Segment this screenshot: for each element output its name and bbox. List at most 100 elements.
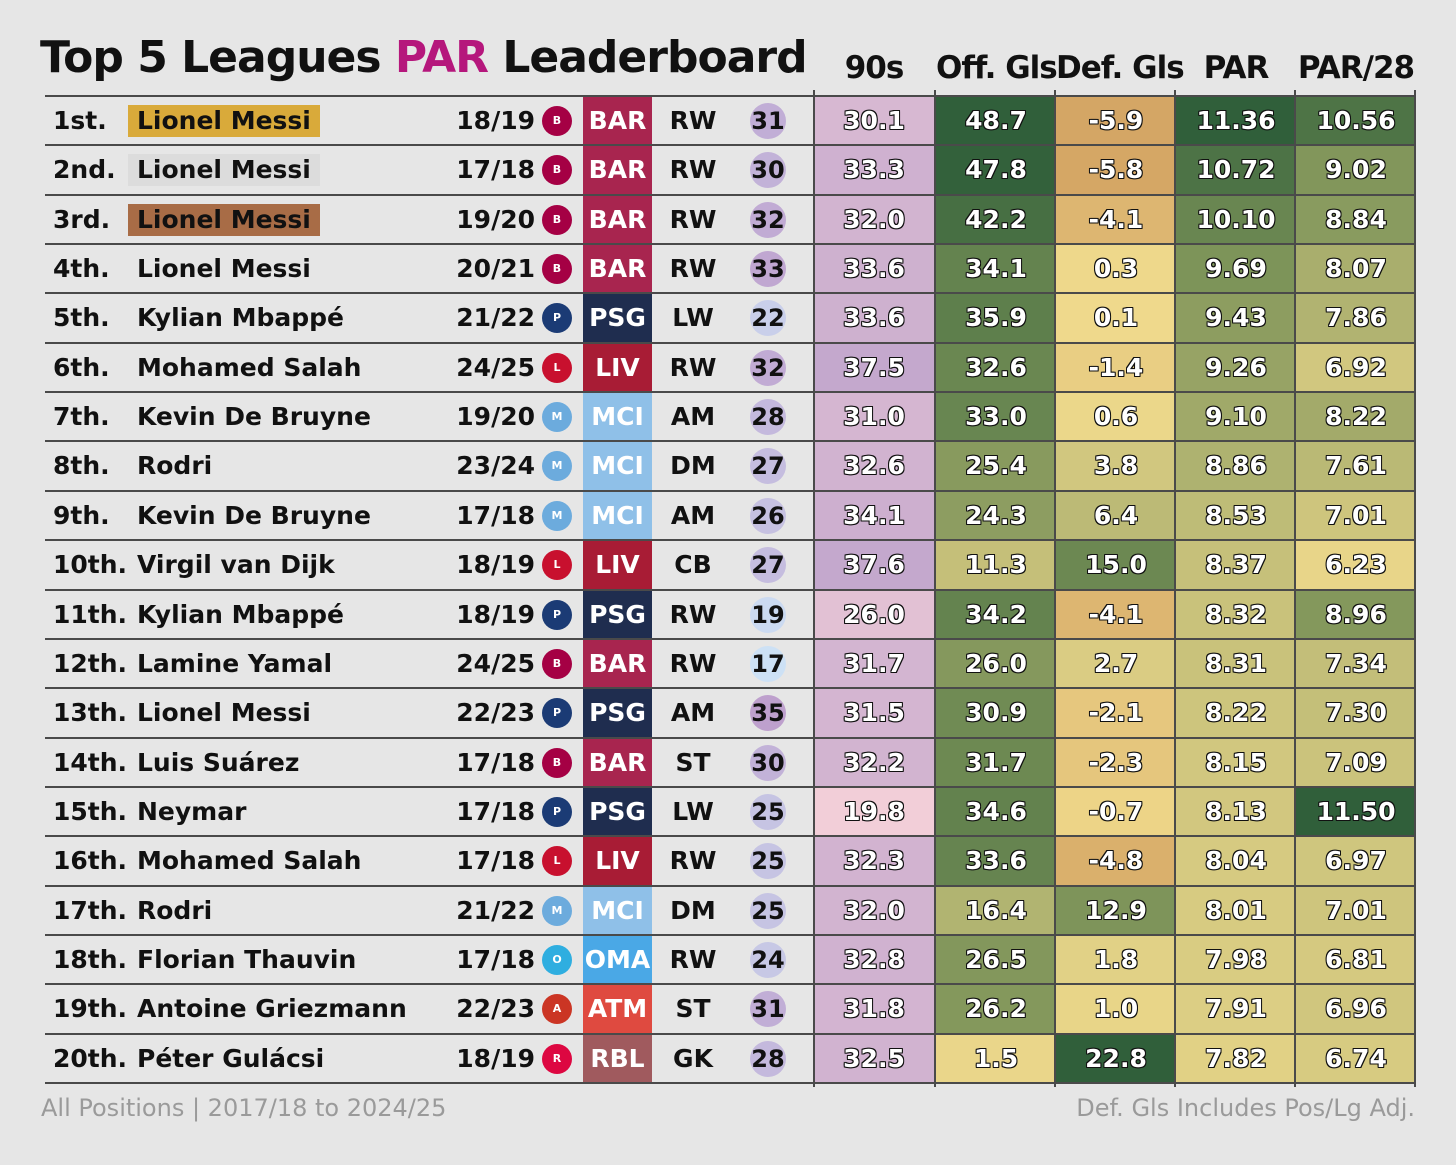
player-name: Neymar bbox=[137, 796, 247, 826]
def-gls-cell: 22.8 bbox=[1056, 1033, 1176, 1083]
par-28-cell: 8.96 bbox=[1296, 589, 1416, 639]
off-gls-cell: 16.4 bbox=[936, 885, 1056, 935]
rank-label: 15th. bbox=[53, 796, 128, 826]
par-28-cell: 7.86 bbox=[1296, 293, 1416, 343]
rank-label: 9th. bbox=[53, 500, 110, 530]
rank-label: 13th. bbox=[53, 698, 128, 728]
row-divider bbox=[45, 687, 1416, 690]
psg-crest-icon: P bbox=[542, 303, 572, 334]
row-divider bbox=[45, 95, 1416, 97]
nineties-cell: 32.2 bbox=[814, 737, 934, 787]
barcelona-crest-icon: B bbox=[542, 106, 572, 136]
row-divider bbox=[45, 736, 1416, 739]
man-city-crest-icon: M bbox=[542, 895, 572, 926]
season-label: 24/25 bbox=[456, 648, 535, 678]
table-row: 15th. Neymar 17/18 P PSG LW 25 19.8 34.6 -0.7 8.13… bbox=[45, 786, 1416, 836]
rank-label: 8th. bbox=[53, 451, 110, 481]
position-label: AM bbox=[670, 500, 716, 530]
table-row: 1st. Lionel Messi 18/19 B BAR RW 31 30.1 48.7 -5.… bbox=[45, 96, 1416, 145]
def-gls-cell: 1.8 bbox=[1056, 934, 1176, 984]
season-label: 19/20 bbox=[456, 204, 535, 234]
player-name: Luis Suárez bbox=[137, 747, 300, 777]
par-28-cell: 6.96 bbox=[1296, 984, 1416, 1034]
position-label: RW bbox=[669, 106, 717, 135]
player-name: Lamine Yamal bbox=[137, 648, 333, 678]
age-badge: 19 bbox=[750, 596, 786, 633]
column-divider bbox=[813, 90, 815, 1087]
season-label: 24/25 bbox=[456, 352, 535, 382]
team-badge: MCI bbox=[583, 392, 652, 442]
season-label: 17/18 bbox=[456, 944, 535, 974]
header-def-gls: Def. Gls bbox=[1056, 50, 1185, 86]
header-90s: 90s bbox=[844, 50, 905, 86]
nineties-cell: 33.6 bbox=[814, 244, 934, 294]
rank-label: 19th. bbox=[53, 994, 128, 1024]
age-badge: 30 bbox=[750, 744, 786, 781]
def-gls-cell: 12.9 bbox=[1056, 885, 1176, 935]
def-gls-cell: -4.1 bbox=[1056, 194, 1176, 244]
player-name: Antoine Griezmann bbox=[137, 994, 407, 1024]
age-badge: 33 bbox=[750, 251, 786, 288]
rank-label: 4th. bbox=[53, 254, 110, 284]
season-label: 19/20 bbox=[456, 402, 535, 432]
nineties-cell: 32.0 bbox=[814, 885, 934, 935]
season-label: 17/18 bbox=[456, 846, 535, 876]
row-divider bbox=[45, 588, 1416, 591]
team-badge: BAR bbox=[583, 244, 652, 294]
age-badge: 27 bbox=[750, 448, 786, 485]
def-gls-cell: -4.1 bbox=[1056, 589, 1176, 639]
par-28-cell: 7.01 bbox=[1296, 885, 1416, 935]
season-label: 18/19 bbox=[456, 106, 535, 135]
season-label: 17/18 bbox=[456, 747, 535, 777]
rank-label: 17th. bbox=[53, 895, 128, 925]
team-badge: PSG bbox=[583, 786, 652, 836]
team-badge: BAR bbox=[583, 145, 652, 195]
player-name: Lionel Messi bbox=[128, 203, 320, 236]
off-gls-cell: 33.0 bbox=[936, 392, 1056, 442]
player-name: Mohamed Salah bbox=[137, 846, 362, 876]
par-28-cell: 7.01 bbox=[1296, 490, 1416, 540]
par-28-cell: 9.02 bbox=[1296, 145, 1416, 195]
rank-label: 2nd. bbox=[53, 155, 116, 185]
par-28-cell: 6.81 bbox=[1296, 934, 1416, 984]
barcelona-crest-icon: B bbox=[542, 254, 572, 285]
nineties-cell: 34.1 bbox=[814, 490, 934, 540]
team-badge: PSG bbox=[583, 688, 652, 738]
age-badge: 35 bbox=[750, 695, 786, 732]
par-28-cell: 7.30 bbox=[1296, 688, 1416, 738]
row-divider bbox=[45, 884, 1416, 887]
nineties-cell: 30.1 bbox=[814, 96, 934, 145]
position-label: RW bbox=[669, 155, 717, 185]
par-cell: 8.13 bbox=[1176, 786, 1296, 836]
player-name: Kevin De Bruyne bbox=[137, 402, 371, 432]
barcelona-crest-icon: B bbox=[542, 204, 572, 235]
team-badge: RBL bbox=[583, 1033, 652, 1083]
def-gls-cell: 2.7 bbox=[1056, 638, 1176, 688]
position-label: CB bbox=[674, 550, 712, 580]
season-label: 18/19 bbox=[456, 599, 535, 629]
rank-label: 5th. bbox=[53, 303, 110, 333]
off-gls-cell: 26.0 bbox=[936, 638, 1056, 688]
team-badge: BAR bbox=[583, 737, 652, 787]
player-name: Lionel Messi bbox=[128, 154, 320, 187]
table-row: 8th. Rodri 23/24 M MCI DM 27 32.6 25.4 3.8 8.86 7.6… bbox=[45, 441, 1416, 491]
par-28-cell: 6.92 bbox=[1296, 342, 1416, 392]
man-city-crest-icon: M bbox=[542, 500, 572, 531]
player-name: Mohamed Salah bbox=[137, 352, 362, 382]
table-row: 13th. Lionel Messi 22/23 P PSG AM 35 31.5 30.9 -2… bbox=[45, 688, 1416, 738]
table-row: 14th. Luis Suárez 17/18 B BAR ST 30 32.2 31.7 -2.… bbox=[45, 737, 1416, 787]
par-28-cell: 8.84 bbox=[1296, 194, 1416, 244]
player-name: Lionel Messi bbox=[128, 105, 320, 137]
age-badge: 26 bbox=[750, 497, 786, 534]
row-divider bbox=[45, 193, 1416, 196]
rank-label: 7th. bbox=[53, 402, 110, 432]
nineties-cell: 32.0 bbox=[814, 194, 934, 244]
age-badge: 17 bbox=[750, 645, 786, 682]
table-row: 19th. Antoine Griezmann 22/23 A ATM ST 31 31.8 2… bbox=[45, 984, 1416, 1034]
man-city-crest-icon: M bbox=[542, 451, 572, 482]
table-row: 4th. Lionel Messi 20/21 B BAR RW 33 33.6 34.1 0.3… bbox=[45, 244, 1416, 294]
par-28-cell: 7.61 bbox=[1296, 441, 1416, 491]
table-row: 3rd. Lionel Messi 19/20 B BAR RW 32 32.0 42.2 -4.… bbox=[45, 194, 1416, 244]
off-gls-cell: 24.3 bbox=[936, 490, 1056, 540]
barcelona-crest-icon: B bbox=[542, 648, 572, 679]
